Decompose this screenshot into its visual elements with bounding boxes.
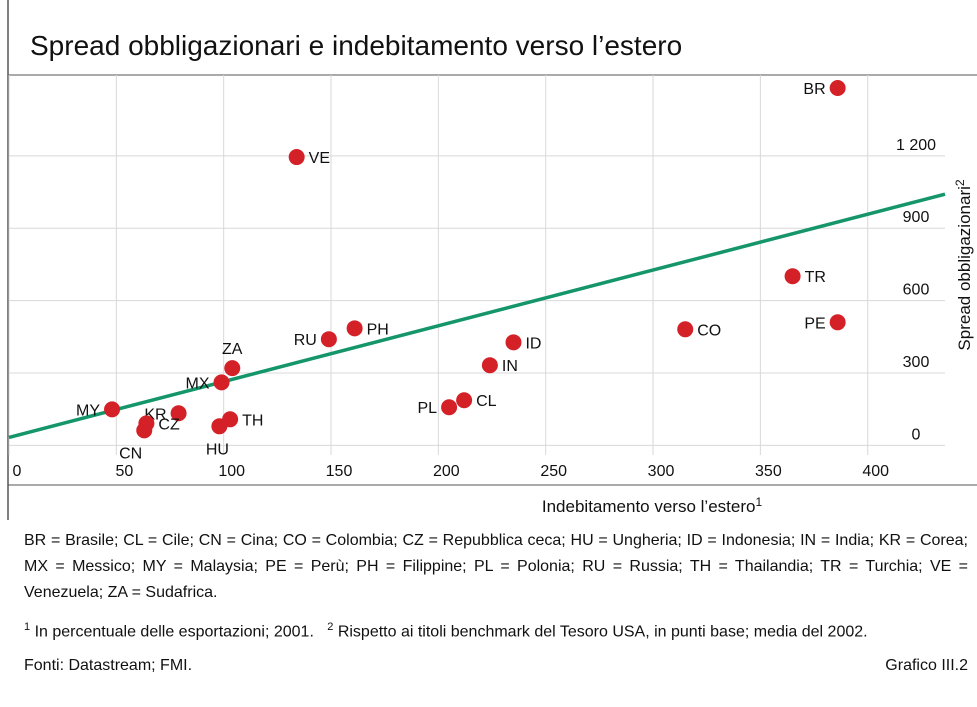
point-label: CO [697, 322, 721, 339]
point-label: ZA [222, 341, 243, 358]
point-label: MY [76, 402, 100, 419]
point-label: CZ [158, 416, 180, 433]
point [829, 314, 846, 331]
point [677, 321, 694, 338]
x-tick-label: 400 [862, 463, 889, 480]
point [136, 422, 153, 439]
source: Fonti: Datastream; FMI. [24, 657, 193, 675]
point [211, 418, 228, 435]
x-label-text: Indebitamento verso l’estero [542, 497, 756, 516]
y-tick-label: 900 [903, 209, 930, 226]
x-tick-label: 150 [326, 463, 353, 480]
note: In percentuale delle esportazioni; 2001. [34, 623, 314, 641]
x-tick-label: 200 [433, 463, 460, 480]
point [224, 360, 241, 377]
point [170, 405, 187, 422]
y-tick-label: 300 [903, 354, 930, 371]
note-num: 2 [327, 621, 334, 633]
point [104, 401, 121, 418]
x-axis-label: Indebitamento verso l’estero1 [542, 495, 763, 516]
note: Rispetto ai titoli benchmark del Tesoro … [337, 623, 868, 641]
chart-id: Grafico III.2 [885, 657, 968, 675]
x-label-sup: 1 [755, 495, 762, 509]
point-label: PH [367, 321, 389, 338]
y-tick-label: 1 200 [896, 137, 936, 154]
chart: Spread obbligazionari e indebitamento ve… [7, 0, 977, 520]
point-label: MX [186, 375, 210, 392]
point-label: IN [502, 358, 518, 375]
point [481, 357, 498, 374]
point [456, 392, 473, 409]
x-tick-label: 300 [648, 463, 675, 480]
x-tick-label: 100 [218, 463, 245, 480]
x-tick-label: 250 [540, 463, 567, 480]
note-num: 1 [24, 621, 31, 633]
point-label: ID [525, 335, 541, 352]
point [346, 320, 363, 337]
x-tick-label: 350 [755, 463, 782, 480]
x-tick-label: 0 [13, 463, 22, 480]
point [829, 80, 846, 97]
point [288, 149, 305, 166]
trend-line [8, 192, 946, 440]
point-label: CN [119, 445, 142, 462]
point [320, 331, 337, 348]
point-label: BR [803, 81, 825, 98]
x-tick-label: 50 [115, 463, 133, 480]
y-tick-label: 600 [903, 282, 930, 299]
point [441, 399, 458, 416]
point-label: CL [476, 393, 497, 410]
point-label: PE [804, 315, 825, 332]
point-label: TH [242, 412, 263, 429]
point-label: RU [294, 332, 317, 349]
point [784, 268, 801, 285]
y-label-sup: 2 [953, 179, 967, 186]
point [213, 374, 230, 391]
point-label: TR [805, 269, 826, 286]
footer: Fonti: Datastream; FMI. Grafico III.2 [24, 653, 968, 679]
y-label-text: Spread obbligazionari [955, 186, 974, 350]
legend-text: BR = Brasile; CL = Cile; CN = Cina; CO =… [24, 532, 968, 601]
footnotes: 1 In percentuale delle esportazioni; 200… [24, 614, 968, 645]
point-label: PL [418, 400, 438, 417]
notes: BR = Brasile; CL = Cile; CN = Cina; CO =… [24, 528, 968, 679]
point [505, 334, 522, 351]
point-label: VE [309, 150, 330, 167]
chart-title: Spread obbligazionari e indebitamento ve… [30, 30, 682, 61]
y-tick-label: 0 [912, 426, 921, 443]
y-axis-label: Spread obbligazionari2 [953, 179, 974, 350]
point-label: HU [206, 441, 229, 458]
